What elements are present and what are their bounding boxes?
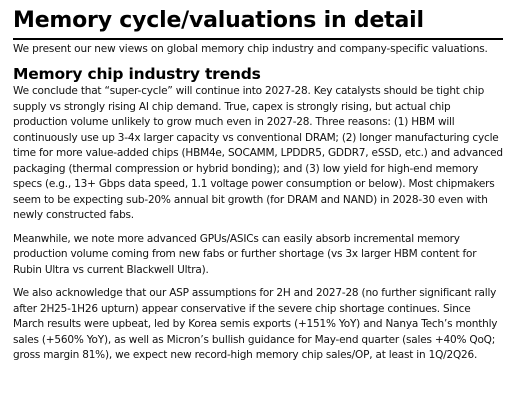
page-title: Memory cycle/valuations in detail [13, 8, 424, 33]
document-page: Memory cycle/valuations in detail We pre… [13, 6, 503, 364]
paragraph-super-cycle: We conclude that “super-cycle” will cont… [13, 85, 503, 221]
section-body: We conclude that “super-cycle” will cont… [13, 84, 503, 364]
title-divider [13, 38, 503, 40]
paragraph-asp-assumptions: We also acknowledge that our ASP assumpt… [13, 287, 498, 361]
page-subtitle: We present our new views on global memor… [13, 43, 488, 55]
paragraph-gpu-asic-demand: Meanwhile, we note more advanced GPUs/AS… [13, 232, 477, 276]
section-heading: Memory chip industry trends [13, 65, 261, 83]
